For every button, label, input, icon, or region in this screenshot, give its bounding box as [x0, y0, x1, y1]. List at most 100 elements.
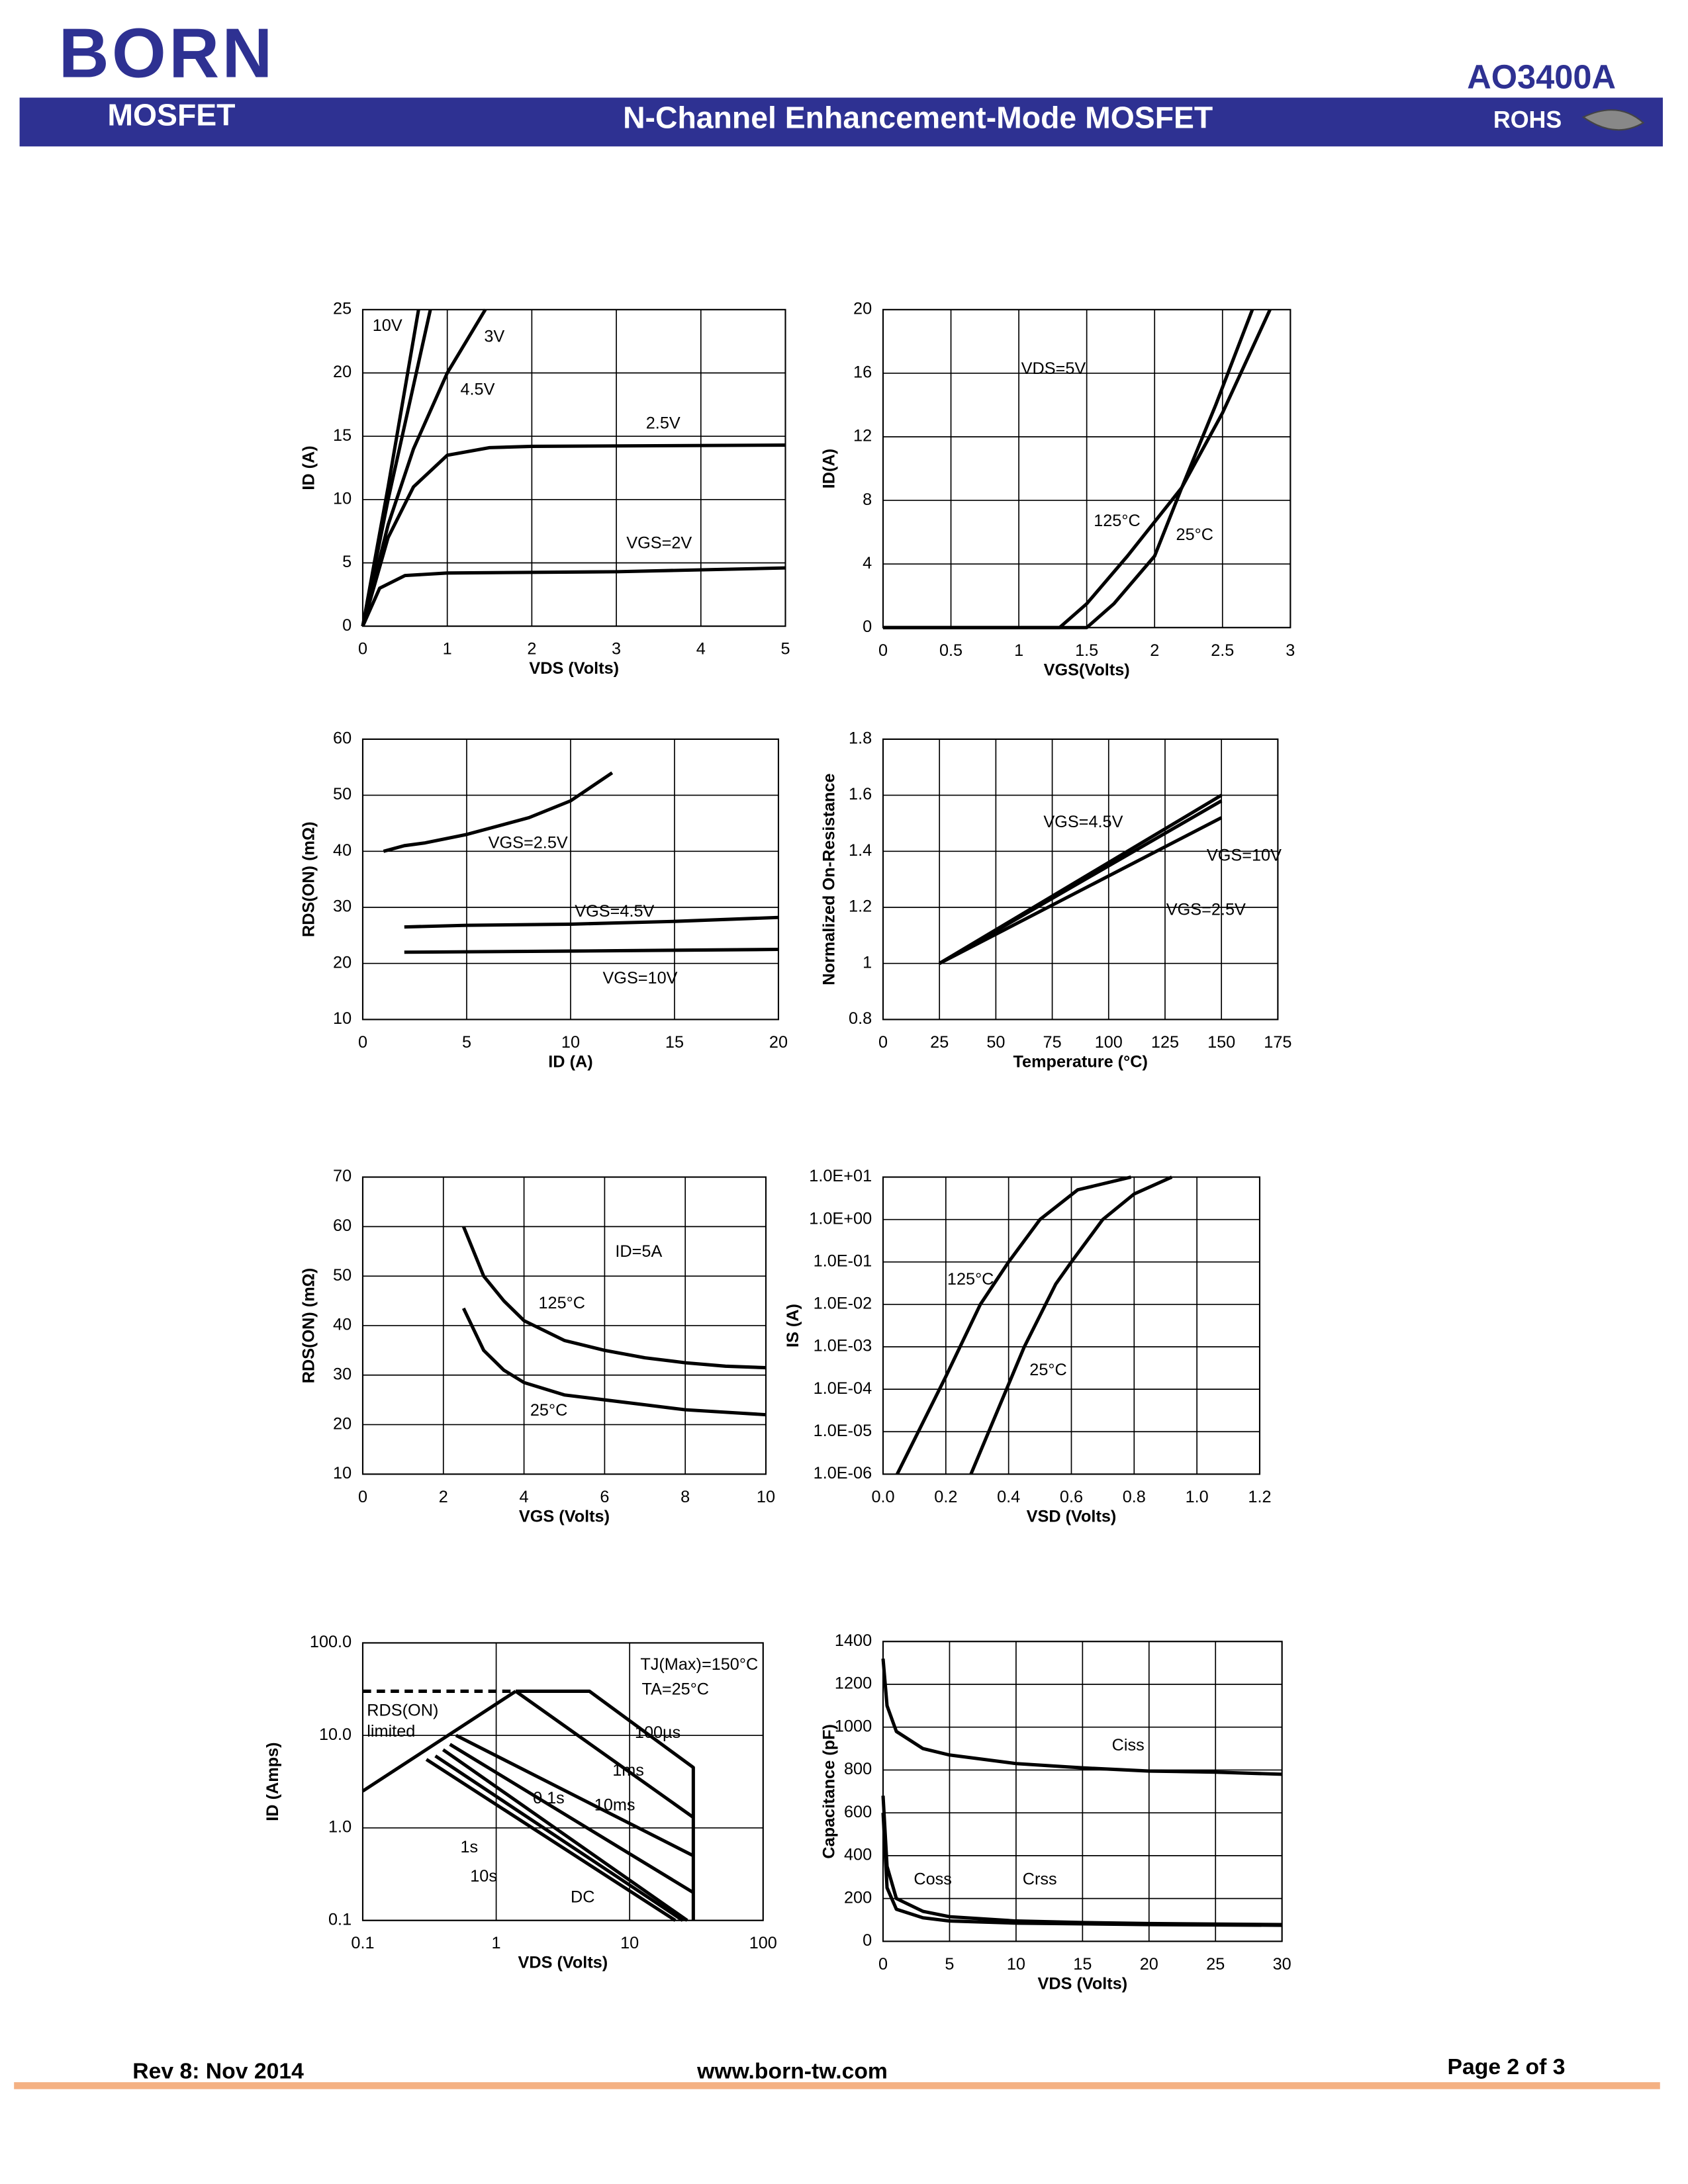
series-line [361, 443, 786, 627]
y-tick-label: 1400 [835, 1631, 872, 1650]
y-tick-label: 20 [333, 363, 352, 381]
x-axis-label: VDS (Volts) [518, 1954, 608, 1972]
website: www.born-tw.com [696, 2058, 888, 2083]
annotation: TJ(Max)=150°C [640, 1655, 758, 1674]
y-tick-label: 1.0E-01 [814, 1251, 872, 1270]
curve-label: 3V [484, 328, 504, 346]
x-tick-label: 0.8 [1123, 1488, 1146, 1506]
series-line [881, 1658, 1282, 1776]
curve-label: 25°C [1029, 1361, 1066, 1379]
series-line [404, 915, 779, 929]
x-tick-label: 6 [600, 1488, 609, 1506]
x-tick-label: 15 [1073, 1955, 1092, 1974]
y-tick-label: 1.0E-04 [814, 1379, 872, 1398]
curve-label: 100µs [635, 1723, 680, 1742]
x-tick-label: 2.5 [1211, 641, 1234, 660]
y-tick-label: 10.0 [319, 1725, 352, 1744]
x-tick-label: 50 [986, 1033, 1005, 1052]
y-tick-label: 40 [333, 1316, 352, 1334]
y-tick-label: 600 [844, 1803, 872, 1821]
annotation: ID=5A [615, 1242, 662, 1261]
x-tick-label: 1.2 [1248, 1488, 1271, 1506]
y-axis-label: RDS(ON) (mΩ) [300, 821, 318, 937]
x-tick-label: 0 [358, 640, 367, 659]
series-line [404, 948, 778, 954]
series-line [361, 309, 432, 627]
x-tick-label: 125 [1151, 1033, 1179, 1052]
x-axis-label: VDS (Volts) [1037, 1974, 1127, 1993]
y-tick-label: 0 [342, 616, 352, 635]
curve-label: 125°C [947, 1270, 994, 1289]
x-tick-label: 8 [680, 1488, 690, 1506]
curve-label: 4.5V [460, 381, 494, 399]
curve-label: 1ms [612, 1761, 644, 1780]
series-line [449, 1743, 694, 1894]
y-tick-label: 200 [844, 1888, 872, 1907]
y-tick-label: 1.4 [849, 841, 872, 860]
y-tick-label: 20 [853, 299, 872, 318]
curve-label: 25°C [1176, 525, 1213, 544]
x-axis-label: VSD (Volts) [1027, 1507, 1117, 1525]
x-tick-label: 2 [1150, 641, 1159, 660]
y-tick-label: 1200 [835, 1674, 872, 1693]
curve-label: VGS=2.5V [489, 834, 568, 852]
y-tick-label: 1.0 [328, 1818, 352, 1837]
x-tick-label: 4 [696, 640, 706, 659]
y-axis-label: Normalized On-Resistance [820, 774, 839, 985]
x-tick-label: 0 [358, 1033, 367, 1052]
y-tick-label: 1.0E+01 [809, 1167, 872, 1185]
y-tick-label: 30 [333, 897, 352, 916]
curve-label: 10s [470, 1867, 497, 1886]
y-tick-label: 20 [333, 1414, 352, 1433]
y-axis-label: IS (A) [784, 1304, 802, 1347]
plot-area [361, 308, 786, 627]
series-line [361, 566, 786, 627]
curve-label: DC [571, 1888, 595, 1907]
y-tick-label: 70 [333, 1167, 352, 1185]
y-tick-label: 30 [333, 1365, 352, 1383]
y-tick-label: 1.0E-06 [814, 1464, 872, 1482]
x-tick-label: 0.4 [997, 1488, 1020, 1506]
y-tick-label: 0 [863, 1931, 872, 1950]
x-tick-label: 0 [878, 1955, 888, 1974]
x-tick-label: 0.6 [1060, 1488, 1083, 1506]
y-tick-label: 8 [863, 490, 872, 509]
annotation: VDS=5V [1021, 359, 1086, 378]
y-tick-label: 16 [853, 363, 872, 382]
y-tick-label: 1.0E-02 [814, 1295, 872, 1313]
y-tick-label: 50 [333, 785, 352, 803]
y-axis-label: Capacitance (pF) [820, 1724, 839, 1859]
y-tick-label: 1.0E-05 [814, 1422, 872, 1440]
curve-label: 1s [460, 1838, 478, 1856]
curve-label: 2.5V [646, 414, 680, 432]
x-tick-label: 10 [561, 1033, 580, 1052]
y-axis-label: ID (A) [300, 445, 318, 490]
x-tick-label: 20 [1140, 1955, 1158, 1974]
curve-label: 10ms [594, 1796, 635, 1815]
curve-label: Coss [914, 1870, 952, 1888]
x-tick-label: 4 [520, 1488, 529, 1506]
x-axis-label: VGS (Volts) [519, 1507, 610, 1525]
series-line [969, 1175, 1173, 1475]
x-tick-label: 20 [769, 1033, 788, 1052]
y-tick-label: 10 [333, 489, 352, 508]
y-tick-label: 4 [863, 554, 872, 572]
x-tick-label: 175 [1264, 1033, 1291, 1052]
y-tick-label: 10 [333, 1464, 352, 1482]
series-line [881, 1813, 1282, 1927]
x-axis-label: ID (A) [548, 1052, 592, 1071]
x-tick-label: 3 [612, 640, 621, 659]
annotation: RDS(ON) [367, 1701, 438, 1719]
x-tick-label: 0.0 [871, 1488, 894, 1506]
part-number: AO3400A [1467, 58, 1616, 95]
x-tick-label: 0 [878, 1033, 888, 1052]
revision: Rev 8: Nov 2014 [132, 2058, 304, 2083]
series-line [434, 1754, 684, 1922]
series-line [425, 1758, 677, 1922]
rohs-leaf [1581, 109, 1645, 131]
x-tick-label: 100 [1095, 1033, 1123, 1052]
curve-label: 125°C [539, 1294, 586, 1312]
curve-label: 125°C [1094, 512, 1141, 530]
y-axis-label: ID(A) [820, 449, 839, 488]
